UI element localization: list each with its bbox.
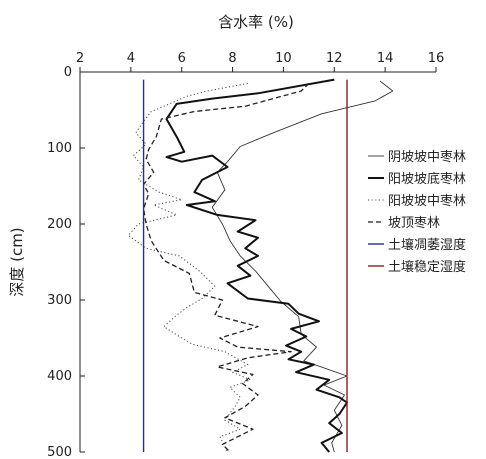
x-tick-label: 2 [76, 51, 84, 66]
series-1-line [211, 80, 394, 453]
legend-label: 阳坡坡中枣林 [388, 194, 466, 209]
y-tick-label: 400 [47, 369, 72, 384]
series-3-line [127, 82, 251, 453]
x-tick-label: 6 [178, 51, 186, 66]
series-2-line [165, 78, 348, 453]
x-tick-label: 4 [127, 51, 135, 66]
series-layer [127, 78, 394, 453]
legend-label: 土壤凋萎湿度 [388, 237, 466, 253]
series-4-line [142, 82, 310, 453]
y-tick-label: 500 [47, 445, 72, 459]
x-axis-title: 含水率 (%) [218, 13, 294, 31]
legend-label: 阳坡坡底枣林 [388, 171, 466, 187]
y-tick-label: 300 [47, 293, 72, 308]
x-tick-label: 14 [377, 51, 394, 66]
legend-label: 阴坡坡中枣林 [388, 150, 466, 165]
y-tick-label: 200 [47, 217, 72, 232]
y-tick-label: 100 [47, 141, 72, 156]
legend-label: 坡顶枣林 [388, 216, 440, 231]
x-tick-label: 8 [228, 51, 236, 66]
x-tick-label: 16 [428, 51, 445, 66]
legend-label: 土壤稳定湿度 [388, 259, 466, 275]
y-tick-label: 0 [64, 65, 72, 80]
axes: 2 4 6 8 10 12 14 16 0 100 200 300 400 500 [47, 51, 444, 459]
y-axis-title: 深度 (cm) [8, 227, 26, 296]
x-tick-label: 10 [275, 51, 292, 66]
x-tick-label: 12 [326, 51, 343, 66]
